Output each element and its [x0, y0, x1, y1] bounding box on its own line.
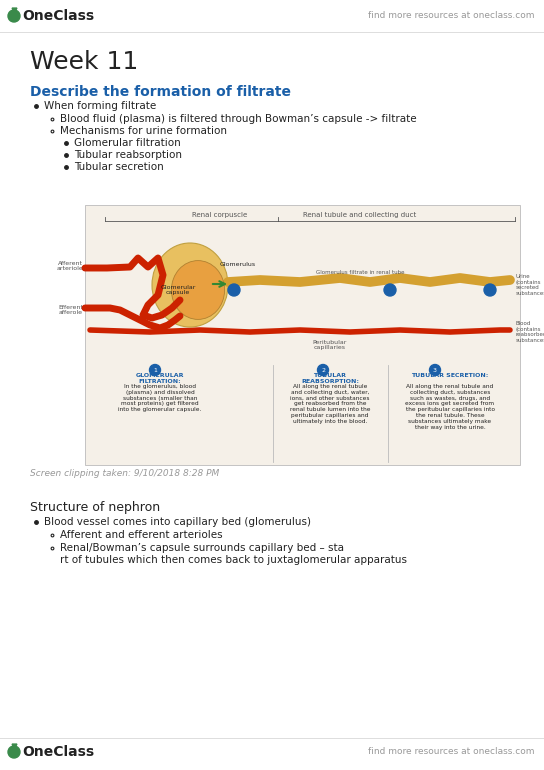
Text: GLOMERULAR
FILTRATION:: GLOMERULAR FILTRATION: — [136, 373, 184, 383]
Text: Glomerulus filtrate in renal tube: Glomerulus filtrate in renal tube — [316, 270, 404, 276]
Text: 2: 2 — [321, 367, 325, 373]
Text: In the glomerulus, blood
(plasma) and dissolved
substances (smaller than
most pr: In the glomerulus, blood (plasma) and di… — [118, 384, 202, 412]
Ellipse shape — [152, 243, 228, 327]
Text: rt of tubules which then comes back to juxtaglomerular apparatus: rt of tubules which then comes back to j… — [60, 555, 407, 565]
Text: OneClass: OneClass — [22, 9, 94, 23]
Circle shape — [484, 284, 496, 296]
Text: All along the renal tubule and
collecting duct, substances
such as wastes, drugs: All along the renal tubule and collectin… — [405, 384, 494, 430]
Text: 1: 1 — [153, 367, 157, 373]
Ellipse shape — [171, 260, 225, 320]
Circle shape — [430, 364, 441, 376]
Text: Structure of nephron: Structure of nephron — [30, 501, 160, 514]
Text: find more resources at oneclass.com: find more resources at oneclass.com — [368, 748, 535, 756]
Text: Peritubular
capillaries: Peritubular capillaries — [313, 340, 347, 350]
Text: Blood vessel comes into capillary bed (glomerulus): Blood vessel comes into capillary bed (g… — [44, 517, 311, 527]
Text: When forming filtrate: When forming filtrate — [44, 101, 156, 111]
Text: Afferent
arteriole: Afferent arteriole — [56, 260, 83, 271]
Circle shape — [228, 284, 240, 296]
Circle shape — [384, 284, 396, 296]
Text: Efferent
afferole: Efferent afferole — [58, 305, 83, 316]
Circle shape — [8, 746, 20, 758]
Text: Urine
(contains
secreted
substances): Urine (contains secreted substances) — [516, 274, 544, 296]
Text: Tubular reabsorption: Tubular reabsorption — [74, 150, 182, 160]
Text: TUBULAR SECRETION:: TUBULAR SECRETION: — [411, 373, 489, 378]
Text: Mechanisms for urine formation: Mechanisms for urine formation — [60, 126, 227, 136]
Text: Afferent and efferent arterioles: Afferent and efferent arterioles — [60, 530, 222, 540]
Text: Glomerular filtration: Glomerular filtration — [74, 138, 181, 148]
Text: Renal/Bowman’s capsule surrounds capillary bed – sta: Renal/Bowman’s capsule surrounds capilla… — [60, 543, 344, 553]
Text: Describe the formation of filtrate: Describe the formation of filtrate — [30, 85, 291, 99]
Text: TUBULAR
REABSORPTION:: TUBULAR REABSORPTION: — [301, 373, 359, 383]
Text: Blood fluid (plasma) is filtered through Bowman’s capsule -> filtrate: Blood fluid (plasma) is filtered through… — [60, 114, 417, 124]
Text: find more resources at oneclass.com: find more resources at oneclass.com — [368, 12, 535, 21]
Circle shape — [150, 364, 160, 376]
Text: All along the renal tubule
and collecting duct, water,
ions, and other substance: All along the renal tubule and collectin… — [290, 384, 370, 424]
Circle shape — [318, 364, 329, 376]
Text: Blood
(contains
reabsorbed
substances): Blood (contains reabsorbed substances) — [516, 321, 544, 343]
Text: Week 11: Week 11 — [30, 50, 138, 74]
Text: Glomerular
capsule: Glomerular capsule — [160, 285, 196, 296]
Text: 3: 3 — [433, 367, 437, 373]
Text: OneClass: OneClass — [22, 745, 94, 759]
Text: Screen clipping taken: 9/10/2018 8:28 PM: Screen clipping taken: 9/10/2018 8:28 PM — [30, 468, 219, 477]
Text: Glomerulus: Glomerulus — [220, 263, 256, 267]
FancyBboxPatch shape — [85, 205, 520, 465]
Circle shape — [8, 10, 20, 22]
Text: Renal corpuscle: Renal corpuscle — [193, 212, 248, 218]
Text: Renal tubule and collecting duct: Renal tubule and collecting duct — [304, 212, 417, 218]
Text: Tubular secretion: Tubular secretion — [74, 162, 164, 172]
